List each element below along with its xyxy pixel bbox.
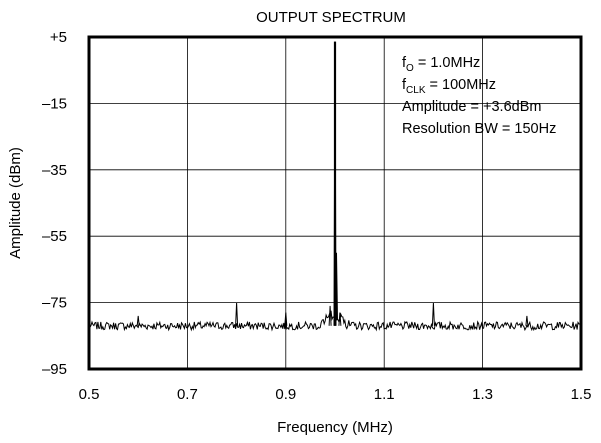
y-tick-label: –35 xyxy=(42,162,67,179)
annotation-line: fO = 1.0MHz xyxy=(402,55,480,74)
y-tick-label: –75 xyxy=(42,295,67,312)
x-tick-label: 0.7 xyxy=(177,386,198,403)
annotation-block: fO = 1.0MHz fCLK = 100MHz Amplitude = +3.6… xyxy=(402,55,556,137)
x-tick-label: 0.9 xyxy=(275,386,296,403)
y-axis-ticks: +5 –15 –35 –55 –75 –95 xyxy=(42,29,67,378)
y-tick-label: –15 xyxy=(42,95,67,112)
annotation-line: Amplitude = +3.6dBm xyxy=(402,99,541,115)
y-axis-label: Amplitude (dBm) xyxy=(7,147,24,259)
annotation-line: fCLK = 100MHz xyxy=(402,77,496,96)
x-axis-ticks: 0.5 0.7 0.9 1.1 1.3 1.5 xyxy=(79,386,592,403)
plot-frame xyxy=(87,35,583,371)
x-tick-label: 1.1 xyxy=(374,386,395,403)
x-tick-label: 0.5 xyxy=(79,386,100,403)
chart-title: OUTPUT SPECTRUM xyxy=(256,9,406,26)
annotation-line: Resolution BW = 150Hz xyxy=(402,121,556,137)
x-tick-label: 1.5 xyxy=(571,386,592,403)
x-tick-label: 1.3 xyxy=(472,386,493,403)
y-tick-label: –55 xyxy=(42,228,67,245)
x-axis-label: Frequency (MHz) xyxy=(277,419,393,436)
y-tick-label: +5 xyxy=(50,29,67,46)
y-tick-label: –95 xyxy=(42,361,67,378)
